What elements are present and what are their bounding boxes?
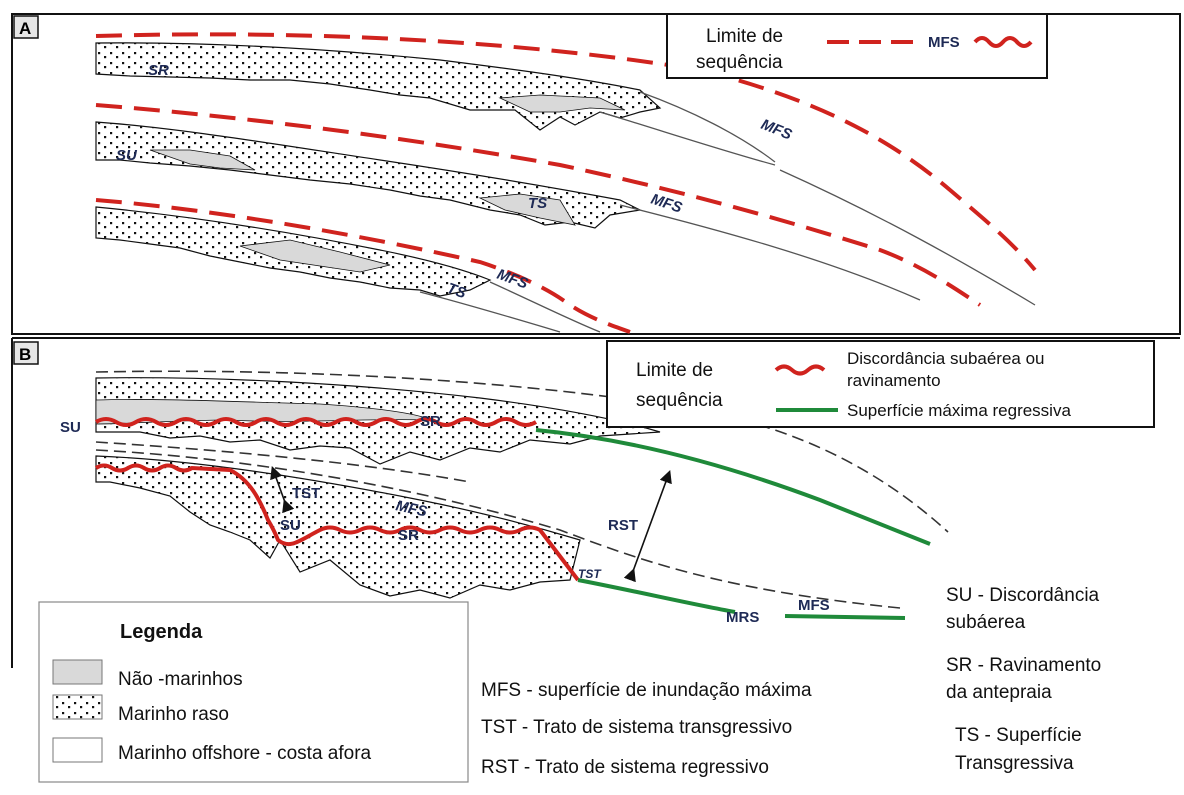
non-marine-patch-a2b bbox=[478, 193, 576, 226]
panel-a-letter: A bbox=[19, 19, 31, 38]
legend-swatch-shallow-marine bbox=[52, 694, 103, 720]
abbr-su-2: subáerea bbox=[946, 612, 1026, 633]
label-su-b1: SU bbox=[60, 419, 81, 436]
sequence-boundary-a3 bbox=[95, 198, 631, 334]
key-a-mfs: MFS bbox=[928, 34, 960, 51]
key-b-limit-line1: Limite de bbox=[636, 360, 713, 381]
abbr-ts-2: Transgressiva bbox=[955, 753, 1074, 774]
abbreviations-right: SU - Discordância subáerea SR - Raviname… bbox=[946, 585, 1101, 774]
label-mfs-a1: MFS bbox=[759, 116, 795, 144]
panel-a: A SR SU TS TS MFS MFS MFS Limite de bbox=[11, 13, 1181, 335]
key-b-red-line2: ravinamento bbox=[847, 371, 941, 390]
panel-b-letter: B bbox=[19, 345, 31, 364]
panel-b-key: Limite de sequência Discordância subaére… bbox=[606, 340, 1155, 428]
legend-item-shallow-marine: Marinho raso bbox=[118, 704, 229, 725]
non-marine-patch-a1 bbox=[498, 94, 626, 113]
label-mfs-b2: MFS bbox=[798, 597, 830, 614]
label-rst: RST bbox=[608, 517, 638, 534]
non-marine-patch-a3 bbox=[239, 239, 391, 273]
abbr-sr-1: SR - Ravinamento bbox=[946, 655, 1101, 676]
label-tst-b2: TST bbox=[578, 567, 602, 581]
label-ts-a1: TS bbox=[528, 195, 547, 212]
key-b-red-line1: Discordância subaérea ou bbox=[847, 349, 1045, 368]
abbr-mfs: MFS - superfície de inundação máxima bbox=[481, 680, 812, 701]
abbreviations-center: MFS - superfície de inundação máxima TST… bbox=[481, 680, 812, 778]
legend-item-offshore: Marinho offshore - costa afora bbox=[118, 743, 372, 764]
key-a-limit-line1: Limite de bbox=[706, 26, 783, 47]
non-marine-patch-a2a bbox=[149, 149, 256, 171]
legend-title: Legenda bbox=[120, 621, 203, 643]
discordance-b-upper bbox=[94, 417, 538, 427]
label-tst-b1: TST bbox=[292, 485, 320, 502]
abbr-tst: TST - Trato de sistema transgressivo bbox=[481, 717, 792, 738]
label-su-b2: SU bbox=[280, 517, 301, 534]
legend-swatch-offshore bbox=[52, 737, 103, 763]
panel-a-key: Limite de sequência MFS bbox=[666, 13, 1048, 79]
shallow-marine-wedge-a1 bbox=[95, 42, 662, 131]
abbr-rst: RST - Trato de sistema regressivo bbox=[481, 757, 769, 778]
abbr-sr-2: da antepraia bbox=[946, 682, 1052, 703]
label-mfs-b1: MFS bbox=[394, 497, 429, 520]
abbr-ts-1: TS - Superfície bbox=[955, 725, 1082, 746]
key-b-green: Superfície máxima regressiva bbox=[847, 401, 1071, 420]
sequence-boundary-a2 bbox=[95, 103, 982, 307]
legend-item-non-marine: Não -marinhos bbox=[118, 669, 243, 690]
legend-box: Legenda Não -marinhos Marinho raso Marin… bbox=[38, 601, 469, 783]
key-a-limit-line2: sequência bbox=[696, 52, 783, 73]
abbr-su-1: SU - Discordância bbox=[946, 585, 1100, 606]
max-regressive-b-upper bbox=[535, 428, 931, 546]
label-su-a: SU bbox=[116, 147, 138, 164]
label-mrs: MRS bbox=[726, 609, 759, 626]
legend-swatch-non-marine bbox=[52, 659, 103, 685]
label-mfs-a3: MFS bbox=[495, 266, 531, 293]
label-sr-b1: SR bbox=[420, 413, 441, 430]
key-b-limit-line2: sequência bbox=[636, 390, 723, 411]
label-sr-a: SR bbox=[148, 62, 169, 79]
label-ts-a2: TS bbox=[445, 280, 469, 303]
panel-a-frame bbox=[11, 13, 1181, 335]
discordance-b-lower bbox=[94, 463, 580, 582]
panel-b: B SU SR TST SU MFS SR RST TST MRS MFS Li… bbox=[11, 337, 1180, 668]
max-regressive-b-lower bbox=[577, 578, 736, 614]
label-sr-b2: SR bbox=[398, 527, 419, 544]
